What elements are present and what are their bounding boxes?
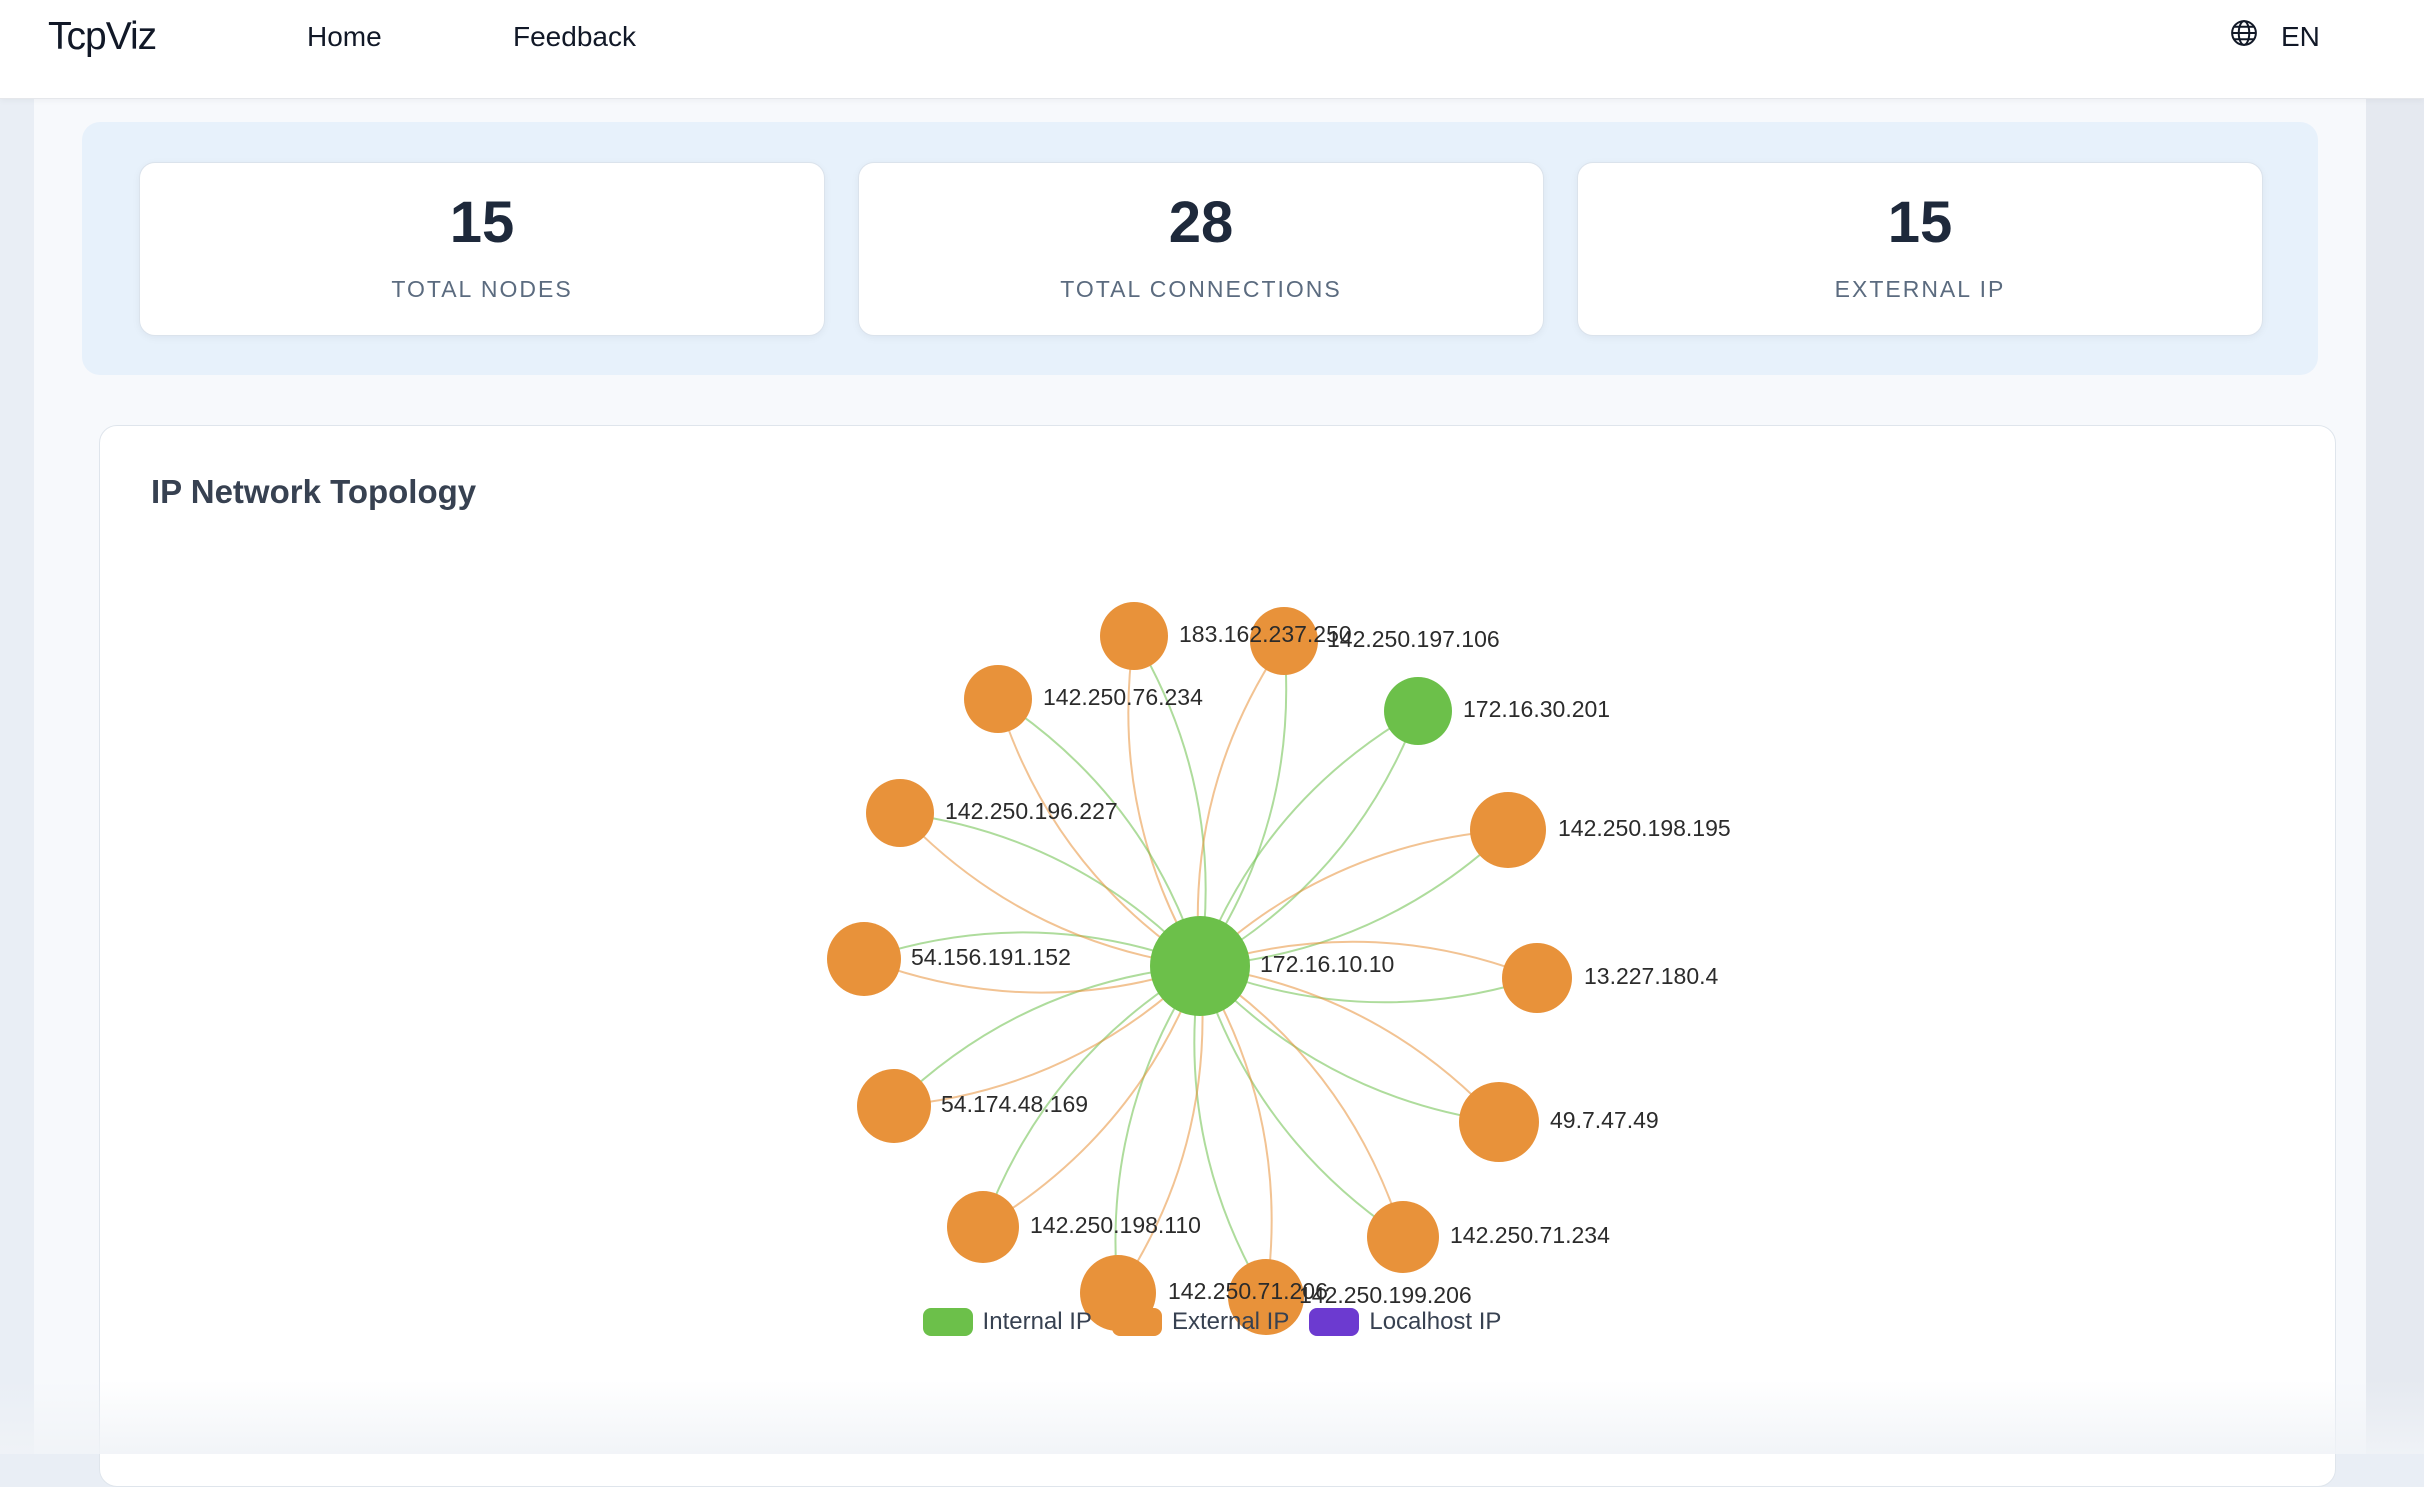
legend-item-internal[interactable]: Internal IP [922,1308,1092,1336]
ip-node[interactable] [1470,792,1546,868]
ip-node[interactable] [857,1069,931,1143]
ip-node[interactable] [827,922,901,996]
ip-node[interactable] [964,665,1032,733]
connection-edge [899,812,1201,967]
connection-edge [1199,829,1509,967]
node-ip-label: 142.250.76.234 [1043,684,1203,710]
connection-edge [893,965,1201,1107]
legend-swatch-internal [922,1308,973,1336]
ip-node[interactable] [1459,1082,1539,1162]
legend-label: External IP [1171,1308,1290,1335]
ip-node[interactable] [1100,602,1168,670]
legend-swatch-external [1111,1308,1162,1336]
node-ip-label: 172.16.10.10 [1260,951,1394,977]
node-ip-label: 142.250.198.195 [1558,815,1731,841]
node-ip-label: 142.250.197.106 [1327,626,1500,652]
connection-edge [1199,640,1288,967]
nav-feedback-link[interactable]: Feedback [513,21,636,52]
node-ip-label: 142.250.199.206 [1299,1282,1472,1308]
connection-edge [893,965,1201,1107]
stats-panel: 15 TOTAL NODES 28 TOTAL CONNECTIONS 15 E… [82,122,2318,375]
nav-home-link[interactable]: Home [307,21,382,52]
node-ip-label: 13.227.180.4 [1584,963,1719,989]
topology-legend: Internal IP External IP Localhost IP [0,1302,2424,1342]
right-gutter [2366,98,2424,1454]
stat-label: TOTAL CONNECTIONS [1060,276,1342,302]
globe-icon [2229,18,2259,55]
stat-label: TOTAL NODES [391,276,573,302]
stat-value: 15 [449,190,515,255]
language-label: EN [2281,20,2320,52]
connection-edge [1199,965,1500,1123]
node-ip-label: 54.174.48.169 [941,1091,1088,1117]
ip-node[interactable] [1367,1201,1439,1273]
connection-edge [1199,710,1419,967]
connection-edge [1199,829,1509,967]
node-ip-label: 142.250.198.110 [1030,1212,1201,1238]
node-ip-label: 142.250.71.234 [1450,1222,1610,1248]
node-ip-label: 54.156.191.152 [911,944,1071,970]
ip-node[interactable] [866,779,934,847]
node-ip-label: 183.162.237.250 [1179,621,1352,647]
node-ip-label: 172.16.30.201 [1463,696,1610,722]
stat-card-external-ip: 15 EXTERNAL IP [1577,162,2263,336]
legend-item-localhost[interactable]: Localhost IP [1309,1308,1501,1336]
app-logo[interactable]: TcpViz [48,15,157,58]
legend-swatch-localhost [1309,1308,1360,1336]
stat-value: 15 [1887,190,1953,255]
stat-card-total-connections: 28 TOTAL CONNECTIONS [858,162,1544,336]
node-ip-label: 142.250.71.206 [1168,1278,1328,1304]
node-ip-label: 49.7.47.49 [1550,1107,1659,1133]
ip-node[interactable] [947,1191,1019,1263]
ip-node[interactable] [1228,1259,1304,1335]
connection-edge [997,698,1201,967]
connection-edge [899,812,1201,967]
ip-node[interactable] [1502,943,1572,1013]
legend-item-external[interactable]: External IP [1111,1308,1290,1336]
connection-edge [997,698,1201,967]
top-navbar: TcpViz Home Feedback EN [0,0,2424,99]
stat-card-total-nodes: 15 TOTAL NODES [139,162,825,336]
legend-label: Internal IP [982,1308,1092,1335]
language-switcher[interactable]: EN [2229,18,2320,55]
connection-edge [1199,965,1404,1238]
central-ip-node[interactable] [1150,916,1250,1016]
node-ip-label: 142.250.196.227 [945,798,1118,824]
legend-label: Localhost IP [1369,1308,1502,1335]
connection-edge [1199,710,1419,967]
connection-edge [1199,965,1500,1123]
stat-label: EXTERNAL IP [1834,276,2006,302]
connection-edge [1199,965,1404,1238]
connection-edge [1199,965,1273,1298]
connection-edge [1114,965,1201,1294]
stat-value: 28 [1168,190,1234,255]
ip-node[interactable] [1384,677,1452,745]
ip-node[interactable] [1250,607,1318,675]
topology-title: IP Network Topology [151,473,477,510]
